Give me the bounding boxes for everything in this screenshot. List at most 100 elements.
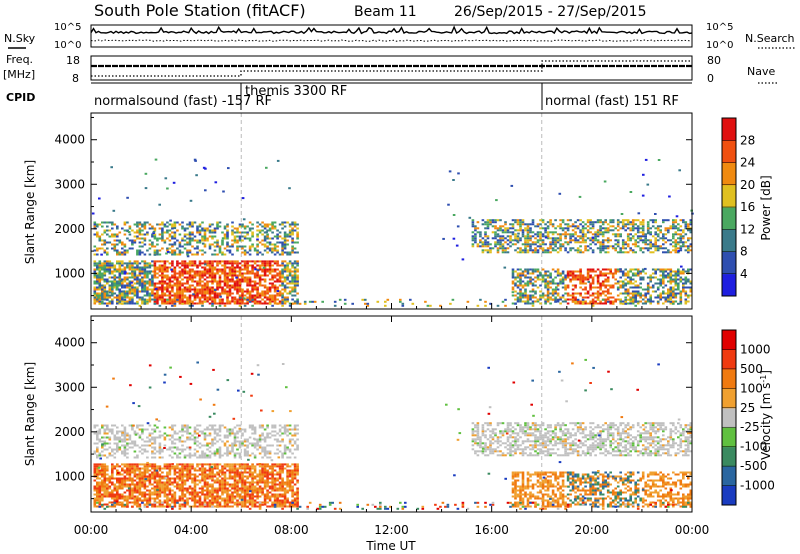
power-cell [268,264,272,267]
power-cell [151,235,154,238]
power-cell [223,264,227,267]
power-cell [556,292,560,295]
power-cell [639,270,642,273]
velocity-cell [193,473,197,476]
power-cell [161,292,164,295]
velocity-cell [146,503,149,506]
power-cell [98,280,102,283]
velocity-cell [156,471,159,474]
power-cell [539,239,542,242]
velocity-cell [128,473,132,476]
power-cell [141,223,144,226]
velocity-cell [231,477,234,480]
power-cell [238,298,242,301]
power-cell [198,280,202,283]
power-cell [619,302,622,305]
power-cell [546,270,550,273]
power-cell [621,284,625,287]
velocity-cell [141,485,144,488]
power-cell [166,300,169,303]
velocity-cell [228,471,232,474]
power-cell [178,286,182,289]
power-cell [293,300,297,303]
velocity-cell [168,465,172,468]
power-cell [629,292,632,295]
power-cell [541,247,545,250]
power-cell [136,262,139,265]
velocity-cell [141,483,144,486]
power-cell [196,245,199,248]
power-cell [161,282,164,285]
power-cell [276,260,279,263]
power-heatmap [91,113,694,309]
power-cell [153,253,157,256]
power-cell [283,231,287,234]
velocity-cell [138,469,142,472]
power-cell [629,249,632,252]
power-cell [196,241,199,244]
velocity-cell [218,501,222,504]
power-cell [106,233,109,236]
power-cell [133,231,137,234]
velocity-cell [128,465,132,468]
power-cell [261,233,264,236]
power-cell [626,292,630,295]
velocity-cell [218,481,222,484]
power-cell [278,270,282,273]
power-cell [631,302,635,305]
power-cell [136,225,139,228]
velocity-cell [218,469,222,472]
velocity-cell [191,495,194,498]
power-cell [509,235,512,238]
power-cell [656,282,660,285]
power-cell [579,229,582,232]
power-cell [188,304,192,307]
power-cell [153,270,157,273]
power-cell [656,268,660,271]
power-cell [151,284,154,287]
power-cell [281,288,284,291]
power-cell [106,253,109,256]
velocity-cell [211,503,214,506]
power-cell [123,266,127,269]
power-cell [621,241,625,244]
velocity-cell [176,487,179,490]
power-cell [503,266,507,269]
power-cell [644,302,647,305]
power-cell [178,284,182,287]
power-cell [168,243,172,246]
power-cell [296,251,299,254]
power-cell [599,243,602,246]
power-cell [168,290,172,293]
velocity-cell [188,463,192,466]
power-cell [201,300,204,303]
power-cell [233,274,237,277]
power-cell [596,235,600,238]
power-cell [637,212,641,215]
power-cell [138,268,142,271]
velocity-cell [263,499,267,502]
power-cell [541,219,545,222]
power-cell [203,292,207,295]
power-cell [241,274,244,277]
velocity-cell [136,473,139,476]
velocity-cell [203,475,207,478]
power-cell [286,286,289,289]
power-cell [98,286,102,289]
velocity-cell [146,469,149,472]
power-cell [677,292,680,295]
nave-trace [91,60,692,77]
velocity-cell [98,491,102,494]
power-cell [589,268,592,271]
power-cell [211,243,214,246]
power-cell [248,264,252,267]
power-cell [541,278,545,281]
power-cell [166,294,169,297]
velocity-cell [128,479,132,482]
power-cell [291,237,294,240]
power-cell [243,298,247,301]
power-cell [243,262,247,265]
power-cell [188,270,192,273]
velocity-cell [116,479,119,482]
power-cell [98,237,102,240]
